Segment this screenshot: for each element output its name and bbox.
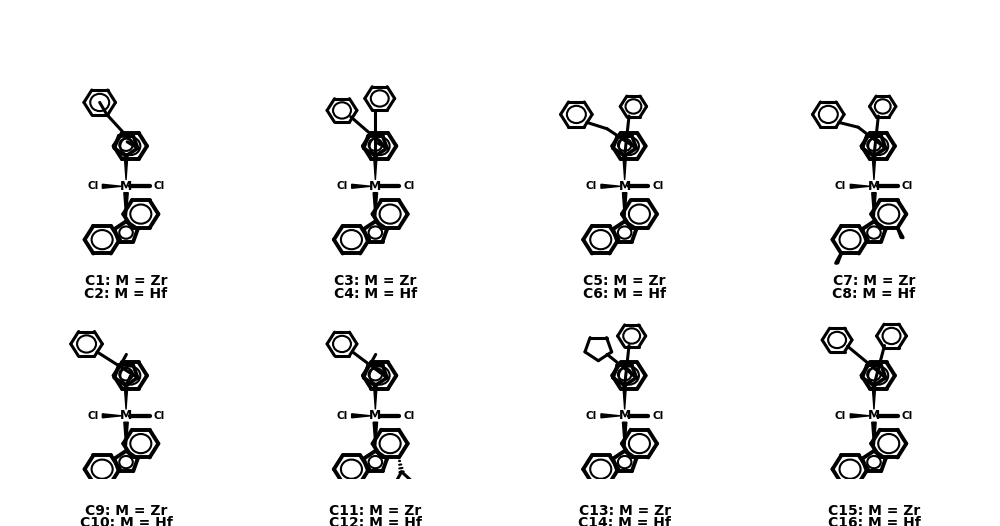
Text: Cl: Cl	[336, 181, 348, 191]
Text: Cl: Cl	[87, 411, 98, 421]
Text: C11: M = Zr: C11: M = Zr	[329, 503, 421, 518]
Polygon shape	[373, 193, 378, 221]
Text: C5: M = Zr: C5: M = Zr	[583, 274, 666, 288]
Polygon shape	[124, 156, 128, 180]
Text: C10: M = Hf: C10: M = Hf	[80, 517, 172, 526]
Text: Cl: Cl	[154, 181, 165, 191]
Polygon shape	[872, 386, 876, 409]
Polygon shape	[622, 422, 627, 451]
Text: Cl: Cl	[652, 181, 664, 191]
Polygon shape	[124, 422, 128, 451]
Polygon shape	[623, 386, 626, 409]
Polygon shape	[622, 193, 627, 221]
Polygon shape	[124, 386, 128, 409]
Polygon shape	[102, 184, 122, 188]
Text: C2: M = Hf: C2: M = Hf	[84, 287, 168, 301]
Text: Cl: Cl	[835, 181, 846, 191]
Polygon shape	[102, 414, 122, 418]
Polygon shape	[373, 422, 378, 451]
Text: M: M	[369, 180, 381, 193]
Text: C6: M = Hf: C6: M = Hf	[583, 287, 666, 301]
Polygon shape	[872, 422, 876, 451]
Text: Cl: Cl	[586, 411, 597, 421]
Text: M: M	[120, 409, 132, 422]
Text: Cl: Cl	[403, 181, 414, 191]
Text: Cl: Cl	[652, 411, 664, 421]
Text: Cl: Cl	[902, 411, 913, 421]
Polygon shape	[374, 156, 377, 180]
Text: C13: M = Zr: C13: M = Zr	[579, 503, 671, 518]
Polygon shape	[352, 414, 371, 418]
Polygon shape	[850, 184, 870, 188]
Text: Cl: Cl	[154, 411, 165, 421]
Polygon shape	[601, 414, 620, 418]
Text: Cl: Cl	[87, 181, 98, 191]
Polygon shape	[374, 386, 377, 409]
Text: Cl: Cl	[586, 181, 597, 191]
Text: M: M	[120, 180, 132, 193]
Text: M: M	[619, 180, 631, 193]
Text: C9: M = Zr: C9: M = Zr	[85, 503, 167, 518]
Polygon shape	[352, 184, 371, 188]
Text: C15: M = Zr: C15: M = Zr	[828, 503, 920, 518]
Text: M: M	[868, 409, 880, 422]
Text: C1: M = Zr: C1: M = Zr	[85, 274, 167, 288]
Text: M: M	[619, 409, 631, 422]
Polygon shape	[601, 184, 620, 188]
Text: C12: M = Hf: C12: M = Hf	[329, 517, 422, 526]
Text: Cl: Cl	[336, 411, 348, 421]
Polygon shape	[872, 193, 876, 221]
Text: C16: M = Hf: C16: M = Hf	[828, 517, 920, 526]
Polygon shape	[623, 156, 626, 180]
Text: C3: M = Zr: C3: M = Zr	[334, 274, 417, 288]
Text: Cl: Cl	[902, 181, 913, 191]
Text: C14: M = Hf: C14: M = Hf	[578, 517, 671, 526]
Text: Cl: Cl	[835, 411, 846, 421]
Text: M: M	[369, 409, 381, 422]
Polygon shape	[872, 156, 876, 180]
Text: M: M	[868, 180, 880, 193]
Text: C4: M = Hf: C4: M = Hf	[334, 287, 417, 301]
Text: C8: M = Hf: C8: M = Hf	[832, 287, 916, 301]
Polygon shape	[850, 414, 870, 418]
Polygon shape	[124, 193, 128, 221]
Text: C7: M = Zr: C7: M = Zr	[833, 274, 915, 288]
Text: Cl: Cl	[403, 411, 414, 421]
